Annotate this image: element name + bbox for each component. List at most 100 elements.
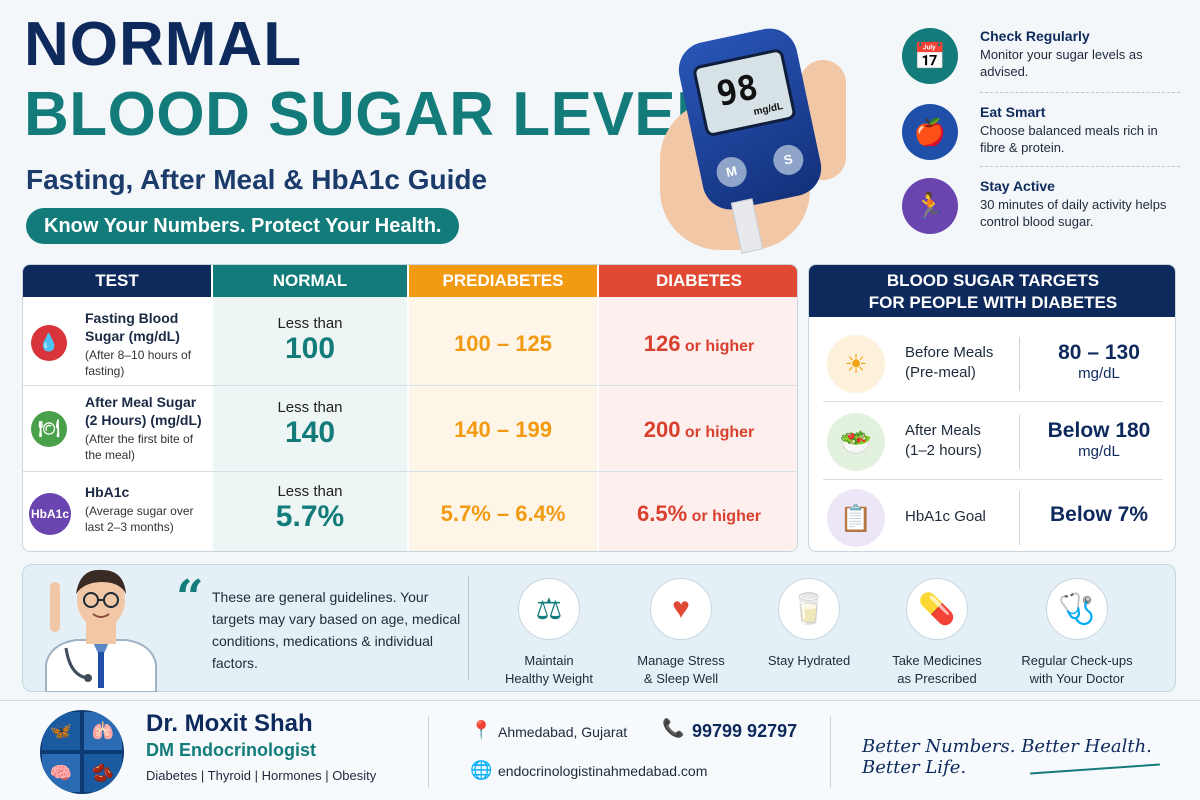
target-value-number: Below 7% (1049, 503, 1149, 526)
tip-divider (980, 92, 1180, 93)
normal-prefix: Less than (277, 315, 343, 332)
normal-value: 5.7% (275, 500, 345, 533)
salad-bowl-icon: 🥗 (827, 413, 885, 471)
diabetes-suffix: or higher (684, 338, 755, 355)
target-separator (823, 479, 1163, 480)
lifestyle-label: Take Medicines as Prescribed (872, 652, 1002, 688)
diabetes-value: 126 (643, 331, 681, 356)
normal-prefix: Less than (277, 483, 343, 500)
title-line-1: NORMAL (24, 10, 303, 79)
doctor-illustration (45, 569, 157, 692)
tip-title: Eat Smart (980, 104, 1046, 120)
diabetes-targets-panel: BLOOD SUGAR TARGETS FOR PEOPLE WITH DIAB… (808, 264, 1176, 552)
slogan: Better Numbers. Better Health. Better Li… (862, 736, 1152, 778)
lifestyle-label-line-2: as Prescribed (897, 671, 977, 686)
lifestyle-label-line-1: Maintain (524, 653, 574, 668)
lifestyle-label-line-1: Stay Hydrated (767, 653, 851, 668)
lifestyle-maintain-weight: ⚖ Maintain Healthy Weight (484, 578, 614, 688)
test-name: Fasting Blood Sugar (mg/dL) (85, 310, 180, 344)
target-value: 80 – 130 mg/dL (1021, 341, 1175, 382)
band-divider (468, 576, 469, 680)
plate-cutlery-icon: 🍽 (31, 411, 67, 447)
location-text: Ahmedabad, Gujarat (498, 724, 628, 740)
blood-drop-icon: 💧 (31, 325, 67, 361)
running-icon: 🏃 (902, 178, 958, 234)
lifestyle-label: Manage Stress & Sleep Well (616, 652, 746, 688)
normal-cell: Less than 140 (213, 399, 407, 450)
diabetes-value: 6.5% (637, 501, 688, 526)
prediabetes-cell: 100 – 125 (454, 331, 552, 356)
lifestyle-label: Stay Hydrated (744, 652, 874, 670)
heart-pulse-icon: ♥ (650, 578, 712, 640)
lifestyle-label-line-1: Take Medicines (892, 653, 982, 668)
target-value-unit: mg/dL (1078, 443, 1120, 460)
test-note: (After the first bite of the meal) (85, 432, 194, 462)
table-row: 💧 Fasting Blood Sugar (mg/dL) (After 8–1… (23, 301, 797, 385)
target-divider (1019, 337, 1020, 391)
target-value: Below 180 mg/dL (1021, 419, 1175, 460)
lifestyle-label-line-2: & Sleep Well (643, 671, 719, 686)
target-label-line-2: (1–2 hours) (905, 442, 982, 459)
test-note: (Average sugar over last 2–3 months) (85, 504, 194, 534)
normal-cell: Less than 100 (213, 315, 407, 366)
prediabetes-cell: 140 – 199 (454, 417, 552, 442)
targets-heading-line-1: BLOOD SUGAR TARGETS (886, 271, 1100, 290)
target-label-line-1: Before Meals (905, 344, 994, 361)
lifestyle-take-medicines: 💊 Take Medicines as Prescribed (872, 578, 1002, 688)
lifestyle-label: Maintain Healthy Weight (484, 652, 614, 688)
doctor-role: DM Endocrinologist (146, 740, 316, 760)
lifestyle-label-line-2: Healthy Weight (505, 671, 593, 686)
prediabetes-cell: 5.7% – 6.4% (440, 501, 566, 526)
location-pin-icon: 📍 (470, 720, 493, 740)
normal-value: 140 (284, 416, 336, 449)
target-row: 📋 HbA1c Goal Below 7% (809, 479, 1175, 551)
header-normal: NORMAL (213, 265, 407, 297)
target-separator (823, 401, 1163, 402)
medicine-bottle-icon: 💊 (906, 578, 968, 640)
diabetes-column-bg (599, 297, 797, 551)
sun-icon: ☀ (827, 335, 885, 393)
lifestyle-label-line-1: Regular Check-ups (1021, 653, 1133, 668)
targets-heading: BLOOD SUGAR TARGETS FOR PEOPLE WITH DIAB… (809, 265, 1175, 317)
row-divider (23, 471, 797, 472)
meter-screen: 98 mg/dL (691, 47, 797, 138)
doctor-name: Dr. Moxit Shah (146, 710, 313, 737)
diabetes-suffix: or higher (684, 424, 755, 441)
glucose-meter-illustration: 98 mg/dL M S (650, 20, 890, 260)
lifestyle-stay-hydrated: 🥛 Stay Hydrated (744, 578, 874, 670)
lifestyle-label-line-1: Manage Stress (637, 653, 725, 668)
header-diabetes: DIABETES (599, 265, 797, 297)
normal-cell: Less than 5.7% (213, 483, 407, 534)
table-row: HbA1c HbA1c (Average sugar over last 2–3… (23, 473, 797, 551)
target-label-line-1: After Meals (905, 422, 981, 439)
calendar-clock-icon: 📅 (902, 28, 958, 84)
target-value-unit: mg/dL (1078, 365, 1120, 382)
brain-icon: 🧠 (42, 754, 80, 792)
lifestyle-label-line-2: with Your Doctor (1029, 671, 1125, 686)
phone-number[interactable]: 99799 92797 (692, 721, 798, 741)
hba1c-icon: HbA1c (29, 493, 71, 535)
row-divider (23, 385, 797, 386)
tip-title: Stay Active (980, 178, 1055, 194)
test-name: After Meal Sugar (2 Hours) (mg/dL) (85, 394, 202, 428)
apple-icon: 🍎 (902, 104, 958, 160)
tip-text: 30 minutes of daily activity helps contr… (980, 197, 1167, 229)
target-label: Before Meals (Pre-meal) (905, 343, 993, 383)
target-value-number: Below 180 (1047, 419, 1151, 442)
footer (0, 700, 1200, 800)
test-name: HbA1c (85, 484, 130, 500)
meter-button-s: S (770, 142, 807, 178)
diabetes-value: 200 (643, 417, 681, 442)
header-test: TEST (23, 265, 211, 297)
kidney-icon: 🫘 (84, 754, 122, 792)
subtitle: Fasting, After Meal & HbA1c Guide (26, 164, 488, 195)
quote-icon: “ (176, 570, 204, 626)
header-prediabetes: PREDIABETES (409, 265, 597, 297)
normal-value: 100 (284, 332, 336, 365)
website-link[interactable]: endocrinologistinahmedabad.com (498, 763, 708, 779)
target-value: Below 7% (1021, 503, 1175, 527)
tagline-badge: Know Your Numbers. Protect Your Health. (26, 208, 460, 244)
tip-eat-smart: 🍎 Eat Smart Choose balanced meals rich i… (902, 100, 1184, 167)
diabetes-cell: 6.5% or higher (599, 501, 797, 527)
targets-heading-line-2: FOR PEOPLE WITH DIABETES (868, 293, 1118, 312)
